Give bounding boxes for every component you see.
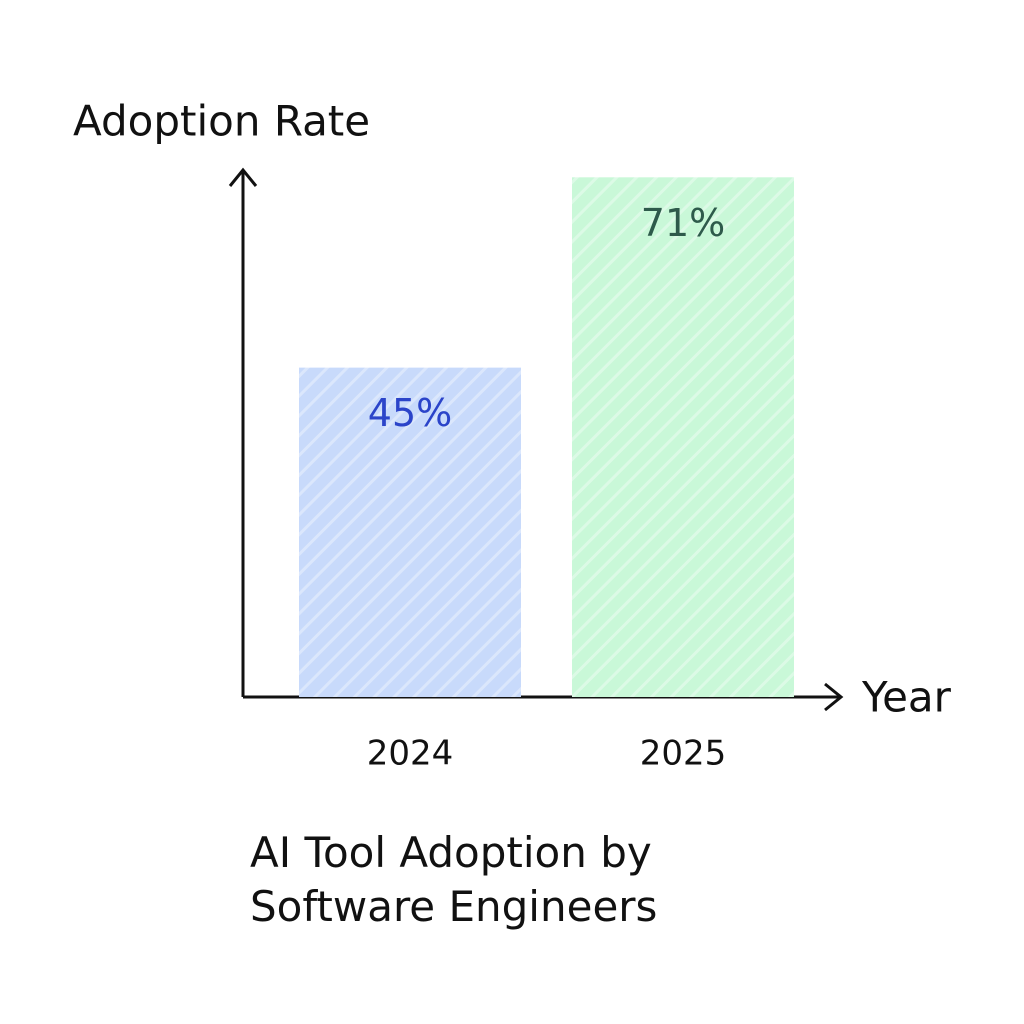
bar xyxy=(299,367,521,697)
x-tick-label: 2024 xyxy=(367,734,454,774)
value-label: 71% xyxy=(641,201,725,245)
x-tick-label: 2025 xyxy=(640,734,727,774)
y-axis-label: Adoption Rate xyxy=(73,97,370,146)
bar xyxy=(572,177,794,697)
y-axis-arrow xyxy=(228,167,258,187)
chart-title: AI Tool Adoption by Software Engineers xyxy=(250,828,658,931)
bars: 45% 71% xyxy=(299,177,794,697)
x-axis-label: Year xyxy=(861,673,952,722)
x-axis-arrow xyxy=(824,682,844,712)
value-label: 45% xyxy=(368,391,452,435)
